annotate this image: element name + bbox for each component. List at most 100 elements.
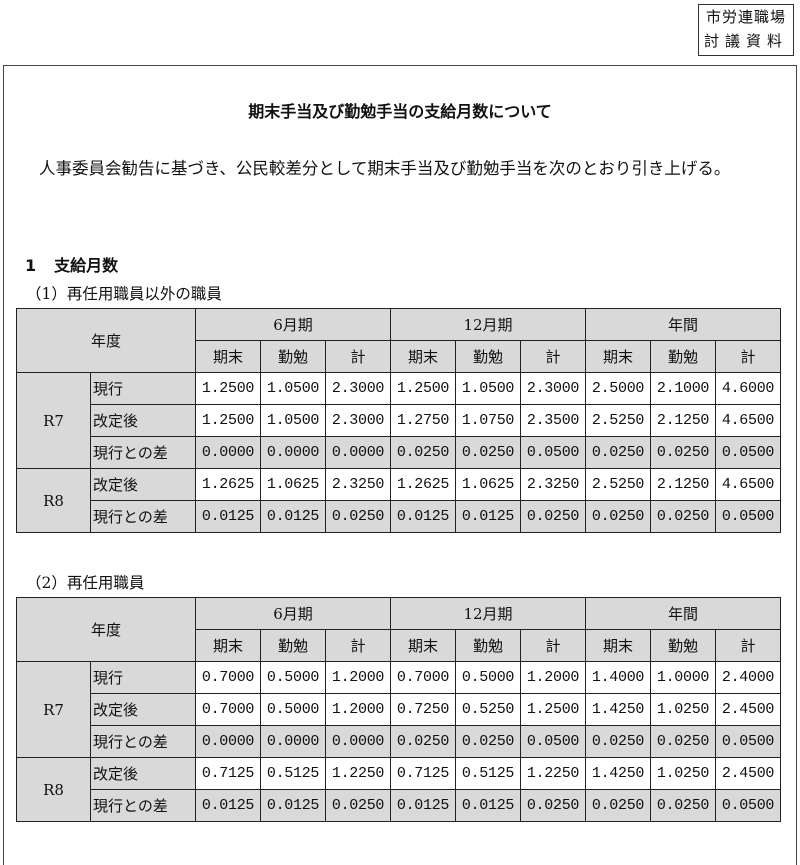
value-cell: 1.2625 — [390, 468, 456, 501]
row-label: 現行との差 — [90, 725, 196, 758]
value-cell: 0.0000 — [195, 436, 261, 469]
value-cell: 2.3000 — [325, 404, 391, 437]
value-cell: 0.0125 — [260, 789, 326, 822]
value-cell: 0.0250 — [650, 436, 716, 469]
value-cell: 0.0125 — [390, 789, 456, 822]
value-cell: 0.0125 — [455, 500, 521, 533]
value-cell: 1.0625 — [260, 468, 326, 501]
bonus-table-reappointed-staff: 年度 6月期 12月期 年間 期末 勤勉計期末 勤勉計期末 勤勉計 R7 現行 0.7000 0.50… — [16, 597, 781, 822]
table-row: R7 現行 0.7000 0.5000 1.2000 0.7000 0.5000 1.2000… — [16, 661, 781, 758]
value-cell: 0.0125 — [195, 789, 261, 822]
section-number: 1 — [25, 256, 37, 275]
header-row-periods: 年度 6月期 12月期 年間 — [16, 597, 781, 662]
subcol-header: 勤勉 — [455, 340, 521, 373]
subcol-header: 計 — [520, 340, 586, 373]
subcol-header: 計 — [715, 629, 781, 662]
value-cell: 1.2000 — [325, 661, 391, 694]
table-caption-1: （1）再任用職員以外の職員 — [26, 285, 222, 303]
value-cell: 0.5125 — [455, 757, 521, 790]
value-cell: 1.0250 — [650, 693, 716, 726]
value-cell: 0.5000 — [260, 661, 326, 694]
year-cell: R8 — [16, 757, 91, 822]
subcol-header: 期末 — [195, 629, 261, 662]
value-cell: 1.2500 — [390, 372, 456, 405]
value-cell: 2.5000 — [585, 372, 651, 405]
year-cell: R7 — [16, 372, 91, 469]
value-cell: 1.2000 — [520, 661, 586, 694]
subcol-header: 勤勉 — [650, 340, 716, 373]
value-cell: 0.0250 — [585, 500, 651, 533]
value-cell: 1.2500 — [195, 404, 261, 437]
value-cell: 1.4000 — [585, 661, 651, 694]
subcol-header: 勤勉 — [455, 629, 521, 662]
value-cell: 2.1250 — [650, 404, 716, 437]
value-cell: 4.6000 — [715, 372, 781, 405]
value-cell: 0.0125 — [260, 500, 326, 533]
value-cell: 1.2000 — [325, 693, 391, 726]
value-cell: 1.2500 — [520, 693, 586, 726]
table-row: 現行との差 0.0125 0.0125 0.0250 0.0125 0.0125 0.025… — [17, 500, 781, 533]
value-cell: 1.2500 — [195, 372, 261, 405]
value-cell: 0.0000 — [260, 436, 326, 469]
subcol-header: 期末 — [390, 340, 456, 373]
row-label: 現行との差 — [90, 436, 196, 469]
row-label: 現行 — [90, 372, 196, 405]
value-cell: 2.1000 — [650, 372, 716, 405]
value-cell: 0.0250 — [520, 500, 586, 533]
row-label: 現行との差 — [90, 789, 196, 822]
value-cell: 0.5000 — [455, 661, 521, 694]
period-header: 12月期 — [390, 597, 586, 630]
value-cell: 1.0500 — [260, 404, 326, 437]
table-row: R7 現行 1.2500 1.0500 2.3000 1.2500 1.0500 2.3000… — [16, 372, 781, 469]
value-cell: 0.5250 — [455, 693, 521, 726]
stamp-line-2: 討議資料 — [703, 32, 788, 50]
value-cell: 0.0250 — [650, 500, 716, 533]
value-cell: 2.1250 — [650, 468, 716, 501]
value-cell: 2.3250 — [325, 468, 391, 501]
value-cell: 2.4500 — [715, 693, 781, 726]
stamp-line-1: 市労連職場 — [705, 8, 786, 26]
value-cell: 0.5000 — [260, 693, 326, 726]
header-row-subcols: 期末 勤勉計期末 勤勉計期末 勤勉計 — [17, 629, 781, 662]
year-header: 年度 — [16, 597, 196, 662]
value-cell: 2.5250 — [585, 468, 651, 501]
row-label: 改定後 — [90, 693, 196, 726]
period-header: 6月期 — [195, 308, 391, 341]
value-cell: 4.6500 — [715, 404, 781, 437]
value-cell: 1.2750 — [390, 404, 456, 437]
value-cell: 0.0500 — [715, 436, 781, 469]
value-cell: 0.0250 — [585, 725, 651, 758]
value-cell: 0.7125 — [390, 757, 456, 790]
table-row: 改定後 1.2500 1.0500 2.3000 1.2750 1.0750 2.3500 2… — [17, 404, 781, 437]
row-label: 現行との差 — [90, 500, 196, 533]
subcol-header: 計 — [520, 629, 586, 662]
table-caption-2: （2）再任用職員 — [26, 574, 145, 592]
value-cell: 0.7000 — [195, 693, 261, 726]
value-cell: 0.5125 — [260, 757, 326, 790]
subcol-header: 期末 — [585, 340, 651, 373]
period-header: 6月期 — [195, 597, 391, 630]
value-cell: 0.0000 — [325, 725, 391, 758]
row-label: 改定後 — [90, 757, 196, 790]
value-cell: 2.3500 — [520, 404, 586, 437]
document-frame — [3, 65, 797, 865]
subcol-header: 計 — [325, 629, 391, 662]
subcol-header: 勤勉 — [260, 340, 326, 373]
value-cell: 0.0500 — [715, 500, 781, 533]
value-cell: 1.2250 — [520, 757, 586, 790]
table-row: 現行との差 0.0125 0.0125 0.0250 0.0125 0.0125 0.025… — [17, 789, 781, 822]
value-cell: 4.6500 — [715, 468, 781, 501]
value-cell: 0.0250 — [325, 789, 391, 822]
value-cell: 0.0500 — [520, 436, 586, 469]
value-cell: 2.4500 — [715, 757, 781, 790]
value-cell: 2.5250 — [585, 404, 651, 437]
subcol-header: 期末 — [390, 629, 456, 662]
value-cell: 2.4000 — [715, 661, 781, 694]
subcol-header: 勤勉 — [260, 629, 326, 662]
value-cell: 1.4250 — [585, 757, 651, 790]
table-row: R8 改定後 0.7125 0.5125 1.2250 0.7125 0.5125 1.225… — [16, 757, 781, 822]
subcol-header: 計 — [325, 340, 391, 373]
value-cell: 1.2250 — [325, 757, 391, 790]
value-cell: 0.0250 — [325, 500, 391, 533]
value-cell: 0.0250 — [455, 725, 521, 758]
